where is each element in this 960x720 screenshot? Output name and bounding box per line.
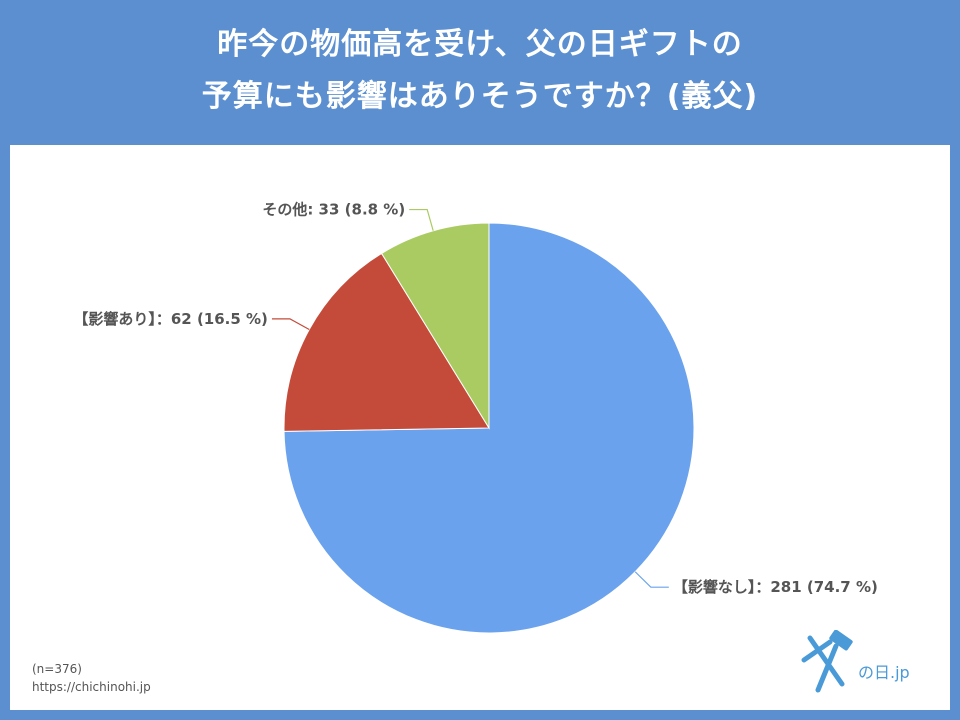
slice-label-2: その他: 33 (8.8 %) bbox=[262, 201, 405, 219]
slice-label-0: 【影響なし】：281 (74.7 %) bbox=[673, 578, 878, 596]
footnote: (n=376) https://chichinohi.jp bbox=[32, 660, 151, 696]
chart-panel: 【影響なし】：281 (74.7 %) 【影響あり】：62 (16.5 %) その他… bbox=[10, 145, 950, 710]
leader-line-1 bbox=[271, 318, 310, 331]
leader-line-0 bbox=[634, 571, 669, 588]
logo-text: の日.jp bbox=[858, 663, 910, 682]
pie-chart: 【影響なし】：281 (74.7 %) 【影響あり】：62 (16.5 %) その他… bbox=[73, 201, 878, 634]
sample-size-note: (n=376) bbox=[32, 662, 82, 676]
pie-slice-1 bbox=[283, 252, 490, 432]
chart-title-line-1: 昨今の物価高を受け、父の日ギフトの bbox=[217, 27, 743, 62]
slice-label-1: 【影響あり】：62 (16.5 %) bbox=[73, 310, 268, 328]
pie-slice-2 bbox=[380, 222, 490, 430]
source-url: https://chichinohi.jp bbox=[32, 680, 151, 694]
chart-title-line-2: 予算にも影響はありそうですか？(義父) bbox=[201, 79, 759, 114]
logo-hammer-icon bbox=[801, 630, 853, 693]
header-banner: 昨今の物価高を受け、父の日ギフトの 予算にも影響はありそうですか？(義父) bbox=[0, 0, 960, 142]
site-logo: の日.jp bbox=[801, 630, 910, 693]
leader-line-2 bbox=[409, 208, 434, 231]
